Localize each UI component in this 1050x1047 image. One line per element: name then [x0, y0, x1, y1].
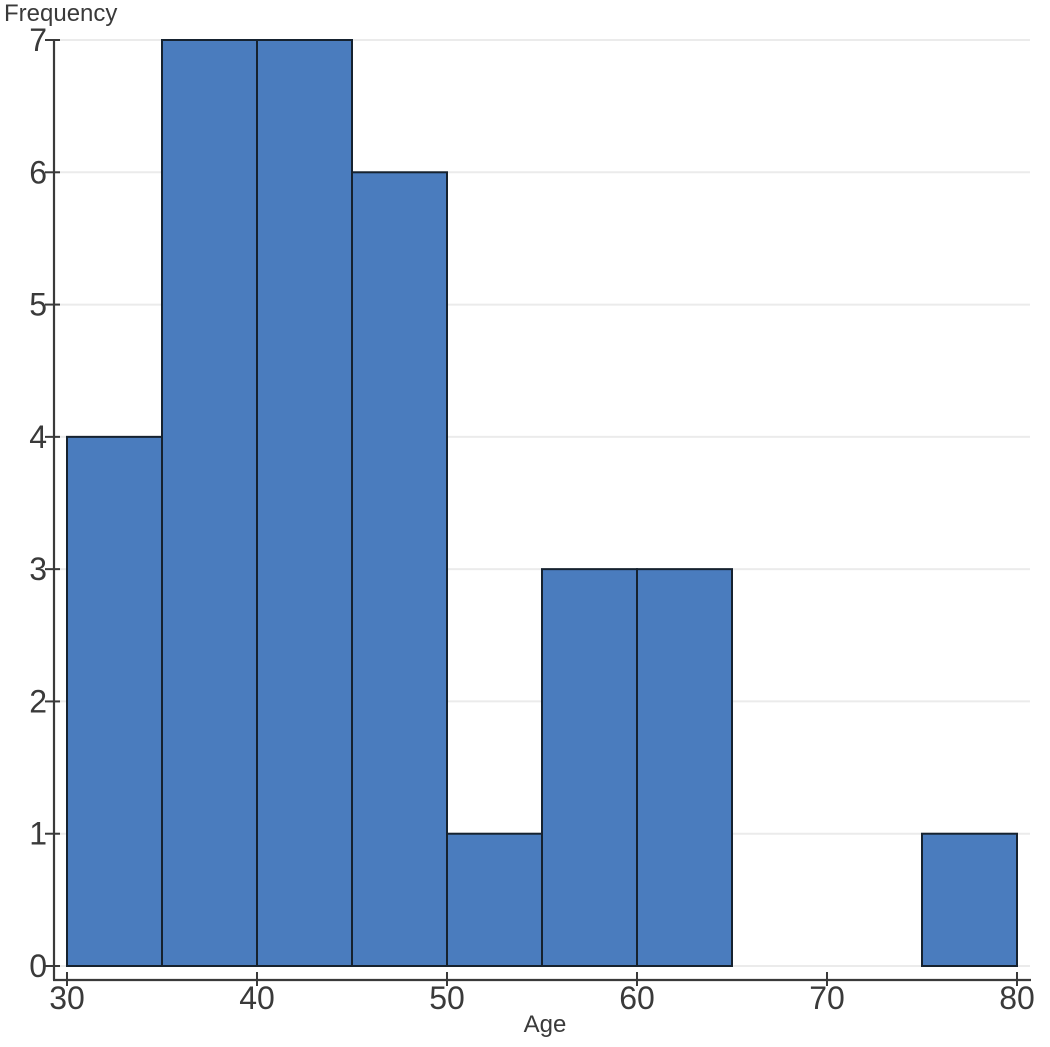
y-tick-label-1: 1: [29, 816, 47, 852]
y-axis-title: Frequency: [4, 0, 118, 27]
y-tick-label-0: 0: [29, 948, 47, 984]
histogram-bar-35-40[interactable]: [161, 39, 258, 967]
x-tick-label-80: 80: [999, 980, 1035, 1016]
y-tick-label-4: 4: [29, 419, 47, 455]
histogram-bar-45-50[interactable]: [351, 171, 448, 968]
x-axis-title: Age: [523, 1011, 567, 1038]
histogram-bar-30-35[interactable]: [66, 435, 163, 968]
histogram-bar-75-80[interactable]: [921, 832, 1018, 968]
histogram-bar-55-60[interactable]: [541, 568, 638, 968]
x-tick-label-70: 70: [809, 980, 845, 1016]
x-tick-label-30: 30: [49, 980, 85, 1016]
y-tick-label-3: 3: [29, 551, 47, 587]
histogram-bar-50-55[interactable]: [446, 832, 543, 968]
y-tick-label-5: 5: [29, 287, 47, 323]
y-tick-label-2: 2: [29, 683, 47, 719]
x-tick-label-60: 60: [619, 980, 655, 1016]
y-tick-label-6: 6: [29, 154, 47, 190]
histogram-bar-40-45[interactable]: [256, 39, 353, 967]
histogram-bar-60-65[interactable]: [636, 568, 733, 968]
y-tick-label-7: 7: [29, 22, 47, 58]
x-tick-label-50: 50: [429, 980, 465, 1016]
x-tick-label-40: 40: [239, 980, 275, 1016]
